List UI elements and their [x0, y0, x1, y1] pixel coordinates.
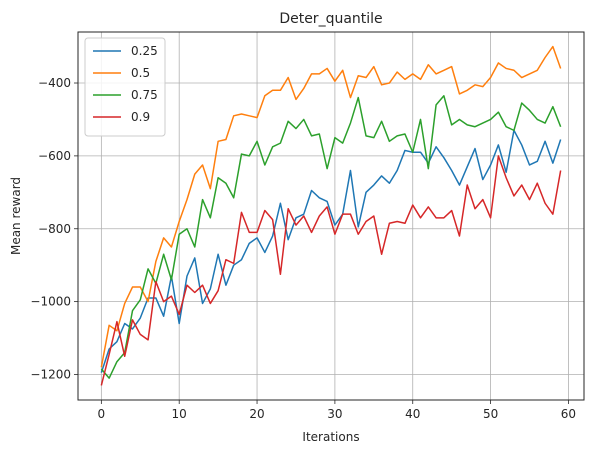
x-tick-label: 60	[561, 407, 576, 421]
legend-label: 0.9	[131, 110, 150, 124]
chart-title: Deter_quantile	[279, 11, 382, 27]
legend-box	[84, 37, 166, 137]
series-line-0.5	[100, 45, 562, 368]
x-tick-label: 20	[249, 407, 264, 421]
legend: 0.25 0.5 0.75 0.9	[84, 37, 166, 137]
x-tick-label: 40	[405, 407, 420, 421]
series-line-0.9	[100, 155, 562, 386]
series-lines	[100, 45, 562, 386]
x-tick-label: 50	[483, 407, 498, 421]
y-tick-label: −800	[38, 222, 71, 236]
y-tick-label: −400	[38, 76, 71, 90]
series-line-0.75	[100, 95, 562, 379]
y-tick-label: −1200	[30, 367, 71, 381]
legend-label: 0.75	[131, 88, 158, 102]
y-axis-ticks: −1200 −1000 −800 −600 −400	[30, 76, 78, 381]
x-axis-title: Iterations	[302, 430, 359, 444]
y-tick-label: −600	[38, 149, 71, 163]
legend-label: 0.25	[131, 44, 158, 58]
series-line-0.25	[100, 129, 562, 373]
x-tick-label: 10	[172, 407, 187, 421]
x-tick-label: 30	[327, 407, 342, 421]
x-tick-label: 0	[98, 407, 106, 421]
legend-label: 0.5	[131, 66, 150, 80]
plot-frame	[77, 31, 585, 401]
y-axis-title: Mean reward	[9, 177, 23, 255]
x-axis-ticks: 0 10 20 30 40 50 60	[98, 400, 576, 421]
y-tick-label: −1000	[30, 295, 71, 309]
